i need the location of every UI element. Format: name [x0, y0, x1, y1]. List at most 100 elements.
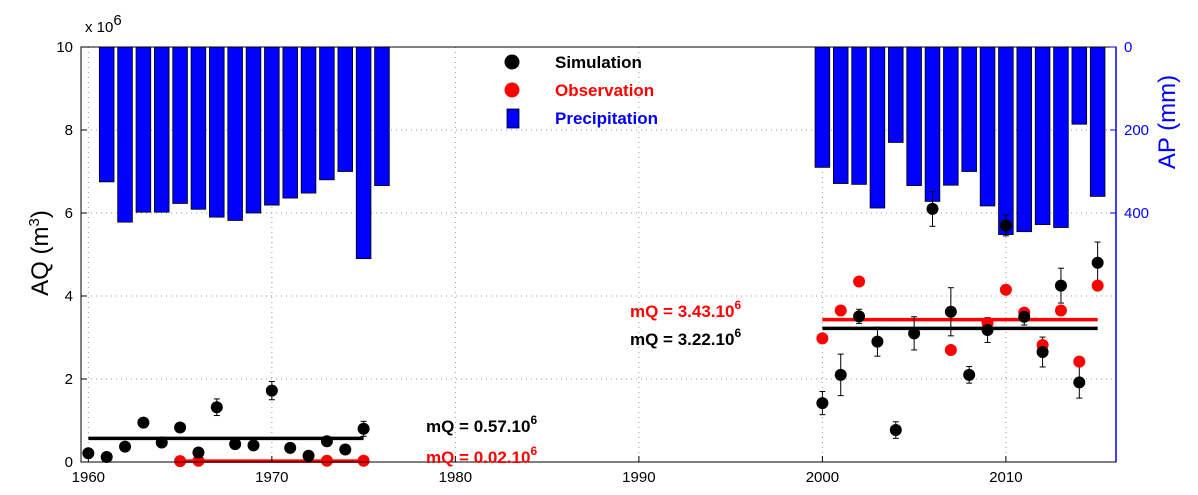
- simulation-point: [265, 384, 278, 397]
- mean-lines: [88, 317, 1098, 463]
- precipitation-bar: [190, 46, 207, 210]
- legend-observation-label: Observation: [555, 81, 654, 100]
- observation-point: [944, 343, 957, 356]
- precipitation-bar: [979, 46, 996, 207]
- left-tick-label: 10: [56, 39, 73, 56]
- simulation-point: [1091, 256, 1104, 269]
- precipitation-bar: [355, 46, 372, 260]
- precipitation-bar: [1071, 46, 1088, 125]
- simulation-point: [284, 441, 297, 454]
- simulation-point: [1036, 346, 1049, 359]
- annotation-mean-sim-early: mQ = 0.57.106: [426, 413, 537, 436]
- left-axis-title-sup: 3: [26, 218, 43, 226]
- simulation-point: [871, 335, 884, 348]
- annotation-mean-obs-early-exp: 6: [530, 444, 537, 458]
- precipitation-bar: [924, 46, 941, 202]
- simulation-point: [944, 305, 957, 318]
- precipitation-bar: [832, 46, 849, 184]
- observation-point: [1091, 279, 1104, 292]
- left-tick-label: 4: [65, 288, 73, 305]
- simulation-point: [100, 451, 113, 464]
- simulation-point: [174, 421, 187, 434]
- annotation-mean-sim-late-text: mQ = 3.22.10: [630, 330, 734, 349]
- simulation-point: [137, 416, 150, 429]
- precipitation-bar: [227, 46, 243, 221]
- legend-precipitation-label: Precipitation: [555, 109, 658, 128]
- observation-point: [192, 454, 205, 467]
- observation-point: [853, 275, 866, 288]
- multiplier-base: x 10: [85, 19, 113, 36]
- legend-simulation-label: Simulation: [555, 53, 642, 72]
- legend-observation-marker: [504, 82, 520, 98]
- annotation-mean-sim-early-exp: 6: [530, 413, 537, 427]
- x-tick-label: 2010: [989, 469, 1022, 486]
- simulation-point: [339, 443, 352, 456]
- precipitation-bar: [814, 46, 831, 168]
- right-tick-label: 200: [1124, 122, 1149, 139]
- precipitation-bar: [98, 46, 115, 183]
- precipitation-bar: [374, 46, 390, 187]
- observation-point: [999, 283, 1012, 296]
- annotation-mean-sim-late-exp: 6: [734, 326, 741, 340]
- legend-simulation-marker: [504, 54, 520, 70]
- precipitation-bar: [172, 46, 188, 204]
- simulation-point: [302, 449, 315, 462]
- observation-point: [1054, 304, 1067, 317]
- precipitation-bar: [245, 46, 262, 214]
- simulation-point: [908, 327, 921, 340]
- left-tick-label: 0: [65, 454, 73, 471]
- simulation-point: [82, 447, 95, 460]
- right-axis-title: AP (mm): [1154, 75, 1181, 169]
- precipitation-bar: [998, 46, 1014, 235]
- simulation-point: [1073, 376, 1086, 389]
- observation-point: [174, 455, 187, 468]
- observation-point: [357, 454, 370, 467]
- simulation-point: [357, 422, 370, 435]
- x-tick-label: 2000: [806, 469, 839, 486]
- annotation-mean-obs-late-text: mQ = 3.43.10: [630, 302, 734, 321]
- precipitation-bar: [117, 46, 133, 223]
- annotation-mean-sim-late: mQ = 3.22.106: [630, 326, 741, 349]
- annotation-mean-obs-early-text: mQ = 0.02.10: [426, 448, 530, 467]
- legend: Simulation Observation Precipitation: [504, 53, 658, 129]
- left-axis-title-main: AQ (m: [27, 227, 54, 296]
- simulation-point: [889, 424, 902, 437]
- annotation-mean-obs-late-exp: 6: [734, 298, 741, 312]
- precipitation-bar: [1016, 46, 1032, 233]
- simulation-point: [247, 439, 260, 452]
- simulation-point: [192, 446, 205, 459]
- left-axis-title-close: ): [27, 210, 54, 218]
- precipitation-bar: [282, 46, 298, 199]
- simulation-point: [834, 368, 847, 381]
- precipitation-bars: [98, 46, 1106, 260]
- right-axis-ticks: 0 200 400: [1110, 39, 1149, 222]
- annotation-mean-obs-late: mQ = 3.43.106: [630, 298, 741, 321]
- precipitation-bar: [319, 46, 335, 181]
- x-tick-label: 1970: [255, 469, 288, 486]
- left-tick-label: 8: [65, 122, 73, 139]
- precipitation-bar: [888, 46, 904, 143]
- simulation-point: [1018, 310, 1031, 323]
- precipitation-bar: [1053, 46, 1069, 228]
- multiplier-exponent: 6: [113, 12, 121, 29]
- precipitation-bar: [943, 46, 959, 186]
- observation-point: [834, 304, 847, 317]
- right-tick-label: 0: [1124, 39, 1132, 56]
- data-points: [82, 202, 1104, 468]
- left-axis-title: AQ (m3): [26, 210, 54, 296]
- legend-precipitation-marker: [506, 108, 520, 129]
- precipitation-bar: [851, 46, 867, 185]
- axis-multiplier: x 106: [85, 12, 122, 36]
- simulation-point: [816, 397, 829, 410]
- precipitation-bar: [154, 46, 170, 213]
- x-tick-label: 1990: [622, 469, 655, 486]
- simulation-point: [320, 435, 333, 448]
- simulation-point: [853, 310, 866, 323]
- precipitation-bar: [906, 46, 922, 187]
- simulation-point: [229, 438, 242, 451]
- x-tick-label: 1980: [439, 469, 472, 486]
- simulation-point: [155, 436, 168, 449]
- precipitation-bar: [135, 46, 152, 213]
- left-tick-label: 2: [65, 371, 73, 388]
